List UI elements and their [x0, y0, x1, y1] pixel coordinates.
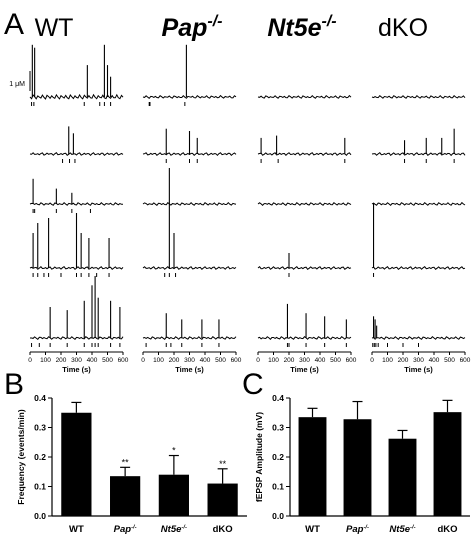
time-tick-label: 300 [71, 357, 82, 364]
time-tick-label: 600 [231, 357, 242, 364]
y-tick-label: 0.3 [272, 423, 284, 433]
y-tick-label: 0.0 [272, 511, 284, 521]
trace-line [30, 335, 124, 340]
x-tick-label: dKO [213, 524, 233, 535]
time-tick-label: 500 [215, 357, 226, 364]
y-axis-label: Frequency (events/min) [16, 409, 26, 505]
panel-b-bar-chart: 0.0 0.1 0.2 0.3 0.4 Frequency (events/min) WT *… [16, 393, 247, 535]
bar [158, 474, 189, 516]
bar [298, 417, 327, 516]
bar [110, 476, 141, 516]
trace-line [257, 152, 352, 157]
trace-line [29, 265, 124, 271]
time-tick-label: 400 [315, 357, 326, 364]
time-tick-label: 0 [256, 357, 260, 364]
trace-line [371, 336, 466, 341]
trace-line [257, 336, 352, 341]
x-tick-label: WT [305, 524, 320, 535]
y-tick-label: 0.1 [272, 482, 284, 492]
time-tick-label: 200 [169, 357, 180, 364]
y-axis-label: fEPSP Amplitude (mV) [254, 412, 264, 502]
genotype-header: WT [35, 14, 74, 42]
bar [61, 412, 92, 516]
trace-line [371, 266, 466, 271]
time-axis-label: Time (s) [62, 365, 91, 374]
y-tick-label: 0.2 [34, 452, 46, 462]
trace-line [29, 93, 124, 100]
trace-line [29, 152, 124, 157]
time-tick-label: 100 [153, 357, 164, 364]
panel-b-label: B [4, 368, 24, 401]
time-tick-label: 200 [398, 357, 409, 364]
time-tick-label: 600 [118, 357, 129, 364]
time-tick-label: 0 [141, 357, 145, 364]
bar [388, 438, 417, 516]
y-tick-label: 0.4 [34, 393, 46, 403]
trace-line [371, 94, 466, 99]
trace-line [142, 265, 237, 271]
time-tick-label: 200 [56, 357, 67, 364]
time-tick-label: 500 [102, 357, 113, 364]
time-tick-label: 500 [444, 357, 455, 364]
x-tick-label: dKO [437, 524, 457, 535]
trace-line [29, 201, 124, 206]
time-axis-label: Time (s) [175, 365, 204, 374]
x-tick-label: Nt5e-/- [389, 524, 415, 535]
trace-line [142, 152, 237, 157]
time-tick-label: 300 [299, 357, 310, 364]
time-axis-label: Time (s) [290, 365, 319, 374]
time-tick-label: 300 [184, 357, 195, 364]
x-tick-label: WT [69, 524, 84, 535]
time-tick-label: 100 [40, 357, 51, 364]
panel-c-label: C [242, 368, 264, 401]
x-tick-label: Nt5e-/- [161, 524, 187, 535]
genotype-header: Nt5e-/- [267, 13, 336, 42]
time-tick-label: 300 [413, 357, 424, 364]
time-tick-label: 100 [268, 357, 279, 364]
time-tick-label: 600 [460, 357, 471, 364]
time-tick-label: 400 [87, 357, 98, 364]
panel-c-bar-chart: 0.0 0.1 0.2 0.3 0.4 fEPSP Amplitude (mV) WT Pap… [254, 393, 470, 535]
panel-a-label: A [4, 8, 24, 41]
time-tick-label: 0 [370, 357, 374, 364]
bar [433, 412, 462, 516]
bar [343, 419, 372, 516]
bar [207, 483, 238, 516]
time-tick-label: 400 [200, 357, 211, 364]
scale-bar-label: 1 μM [9, 81, 25, 88]
trace-line [257, 265, 352, 271]
x-tick-label: Pap-/- [114, 524, 137, 535]
trace-line [142, 201, 237, 206]
trace-line [142, 94, 237, 99]
y-tick-label: 0.3 [34, 423, 46, 433]
x-tick-label: Pap-/- [346, 524, 369, 535]
significance-marker: ** [219, 459, 227, 469]
panel-a-traces: WT Pap-/- Nt5e-/- dKO 1 μM 0 100 200 300 400 500 60… [9, 13, 471, 374]
y-tick-label: 0.2 [272, 452, 284, 462]
y-tick-label: 0.4 [272, 393, 284, 403]
genotype-header: dKO [378, 14, 428, 42]
time-tick-label: 600 [346, 357, 357, 364]
trace-line [142, 336, 237, 340]
time-tick-label: 0 [28, 357, 32, 364]
time-tick-label: 200 [284, 357, 295, 364]
time-tick-label: 400 [429, 357, 440, 364]
significance-marker: ** [122, 457, 130, 467]
genotype-header: Pap-/- [162, 13, 223, 42]
time-tick-label: 500 [330, 357, 341, 364]
significance-marker: * [172, 446, 176, 456]
trace-line [371, 201, 466, 207]
trace-line [257, 201, 352, 207]
trace-line [257, 94, 352, 99]
y-tick-label: 0.0 [34, 511, 46, 521]
y-tick-label: 0.1 [34, 482, 46, 492]
time-tick-label: 100 [382, 357, 393, 364]
trace-line [371, 152, 466, 157]
time-axis-label: Time (s) [404, 365, 433, 374]
